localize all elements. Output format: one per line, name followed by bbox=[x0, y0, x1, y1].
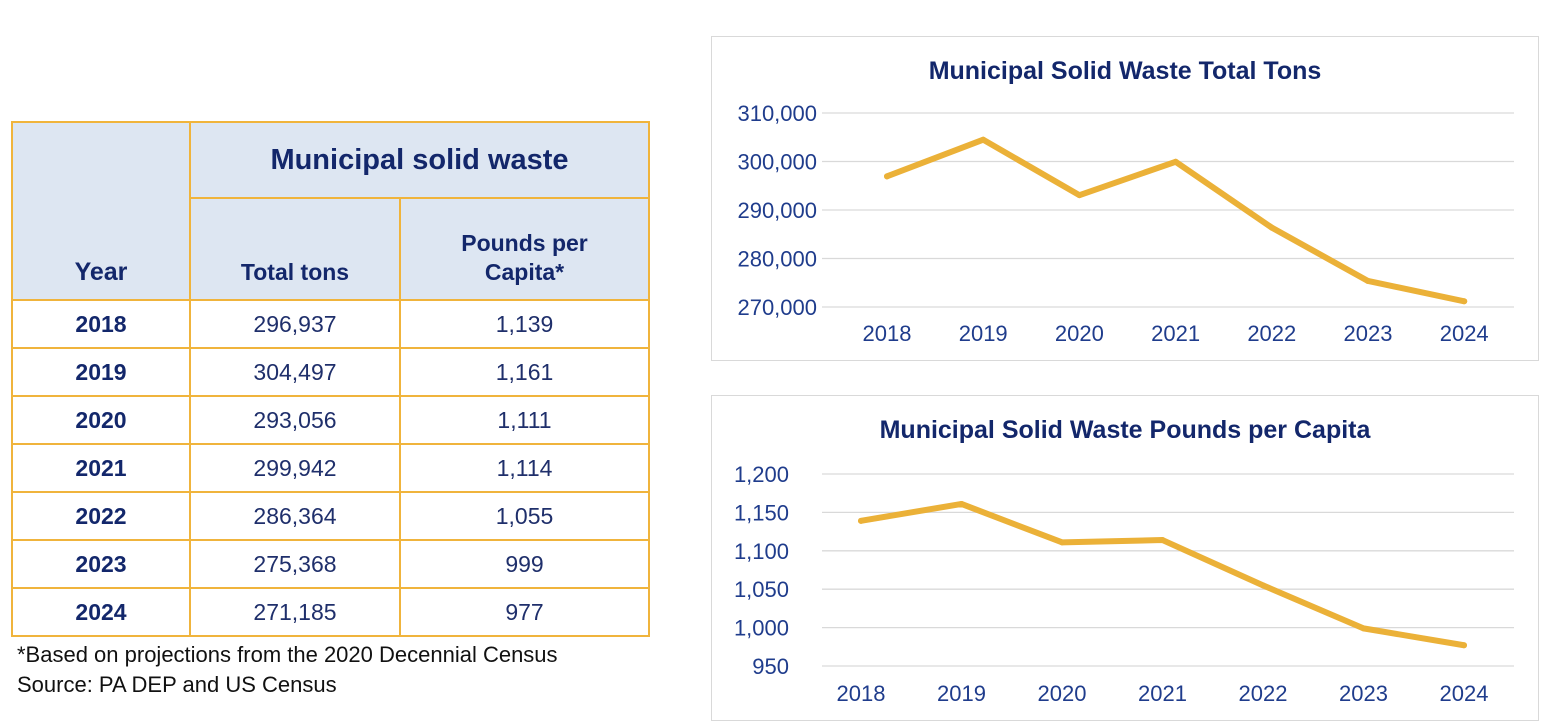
table-row: 2018 296,937 1,139 bbox=[11, 299, 650, 349]
x-tick-label: 2022 bbox=[1247, 321, 1296, 346]
chart-total-tons: Municipal Solid Waste Total Tons 270,000 2… bbox=[737, 57, 1514, 346]
table-row: 2021 299,942 1,114 bbox=[11, 443, 650, 493]
table-row: 2024 271,185 977 bbox=[11, 587, 650, 637]
chart-title: Municipal Solid Waste Pounds per Capita bbox=[880, 416, 1372, 444]
data-point bbox=[1268, 224, 1275, 231]
cell-pounds-per-capita: 1,161 bbox=[399, 347, 650, 397]
msw-table-container: Year Municipal solid waste Total tons Po… bbox=[11, 121, 650, 637]
cell-year: 2023 bbox=[11, 539, 191, 589]
cell-pounds-per-capita: 1,111 bbox=[399, 395, 650, 445]
cell-total-tons: 271,185 bbox=[189, 587, 401, 637]
cell-year: 2018 bbox=[11, 299, 191, 349]
series-line bbox=[858, 500, 1467, 649]
chart-title: Municipal Solid Waste Total Tons bbox=[929, 57, 1322, 85]
y-tick-label: 300,000 bbox=[737, 150, 817, 175]
table-row: 2023 275,368 999 bbox=[11, 539, 650, 589]
data-point bbox=[1159, 537, 1166, 544]
data-point bbox=[1360, 625, 1367, 632]
data-point bbox=[1461, 298, 1468, 305]
cell-total-tons: 299,942 bbox=[189, 443, 401, 493]
x-tick-label: 2018 bbox=[837, 681, 886, 706]
chart-pounds-per-capita: Municipal Solid Waste Pounds per Capita 9… bbox=[734, 416, 1514, 706]
x-tick-label: 2019 bbox=[959, 321, 1008, 346]
cell-total-tons: 286,364 bbox=[189, 491, 401, 541]
y-tick-label: 950 bbox=[752, 654, 789, 679]
y-tick-label: 290,000 bbox=[737, 198, 817, 223]
x-tick-label: 2020 bbox=[1055, 321, 1104, 346]
cell-pounds-per-capita: 1,139 bbox=[399, 299, 650, 349]
chart-total-tons-panel: Municipal Solid Waste Total Tons 270,000 2… bbox=[711, 36, 1539, 361]
cell-pounds-per-capita: 1,055 bbox=[399, 491, 650, 541]
data-point bbox=[1059, 539, 1065, 546]
cell-year: 2021 bbox=[11, 443, 191, 493]
x-tick-label: 2024 bbox=[1440, 681, 1489, 706]
msw-table: Year Municipal solid waste Total tons Po… bbox=[11, 121, 650, 637]
cell-total-tons: 304,497 bbox=[189, 347, 401, 397]
data-point bbox=[1172, 158, 1179, 165]
table-row: 2019 304,497 1,161 bbox=[11, 347, 650, 397]
x-tick-label: 2020 bbox=[1038, 681, 1087, 706]
x-tick-label: 2018 bbox=[863, 321, 912, 346]
data-point bbox=[858, 517, 864, 524]
x-tick-label: 2022 bbox=[1239, 681, 1288, 706]
header-total-tons: Total tons bbox=[189, 197, 401, 301]
x-tick-label: 2019 bbox=[937, 681, 986, 706]
footnote: *Based on projections from the 2020 Dece… bbox=[17, 642, 558, 667]
cell-total-tons: 293,056 bbox=[189, 395, 401, 445]
table-row: 2022 286,364 1,055 bbox=[11, 491, 650, 541]
cell-year: 2019 bbox=[11, 347, 191, 397]
cell-pounds-per-capita: 977 bbox=[399, 587, 650, 637]
y-tick-label: 1,200 bbox=[734, 462, 789, 487]
cell-total-tons: 275,368 bbox=[189, 539, 401, 589]
cell-pounds-per-capita: 1,114 bbox=[399, 443, 650, 493]
notes: *Based on projections from the 2020 Dece… bbox=[17, 640, 558, 700]
data-point bbox=[1365, 277, 1371, 284]
table-row: 2020 293,056 1,111 bbox=[11, 395, 650, 445]
y-tick-label: 310,000 bbox=[737, 101, 817, 126]
data-point bbox=[1461, 642, 1467, 649]
header-year: Year bbox=[11, 121, 191, 301]
source-note: Source: PA DEP and US Census bbox=[17, 672, 337, 697]
x-tick-label: 2024 bbox=[1440, 321, 1489, 346]
data-point bbox=[884, 173, 890, 180]
data-point bbox=[980, 136, 987, 143]
x-tick-label: 2021 bbox=[1138, 681, 1187, 706]
x-tick-label: 2023 bbox=[1344, 321, 1393, 346]
x-tick-label: 2021 bbox=[1151, 321, 1200, 346]
y-tick-label: 1,050 bbox=[734, 577, 789, 602]
y-tick-label: 280,000 bbox=[737, 247, 817, 272]
cell-year: 2022 bbox=[11, 491, 191, 541]
header-pounds-per-capita: Pounds per Capita* bbox=[399, 197, 650, 301]
cell-year: 2024 bbox=[11, 587, 191, 637]
y-tick-label: 1,000 bbox=[734, 616, 789, 641]
y-tick-label: 1,100 bbox=[734, 539, 789, 564]
y-tick-label: 1,150 bbox=[734, 500, 789, 525]
cell-pounds-per-capita: 999 bbox=[399, 539, 650, 589]
cell-total-tons: 296,937 bbox=[189, 299, 401, 349]
data-point bbox=[1260, 582, 1266, 589]
cell-year: 2020 bbox=[11, 395, 191, 445]
data-point bbox=[958, 500, 965, 507]
chart-pounds-per-capita-panel: Municipal Solid Waste Pounds per Capita 9… bbox=[711, 395, 1539, 721]
header-municipal-solid-waste: Municipal solid waste bbox=[189, 121, 650, 199]
y-tick-label: 270,000 bbox=[737, 295, 817, 320]
x-tick-label: 2023 bbox=[1339, 681, 1388, 706]
data-point bbox=[1076, 192, 1083, 199]
